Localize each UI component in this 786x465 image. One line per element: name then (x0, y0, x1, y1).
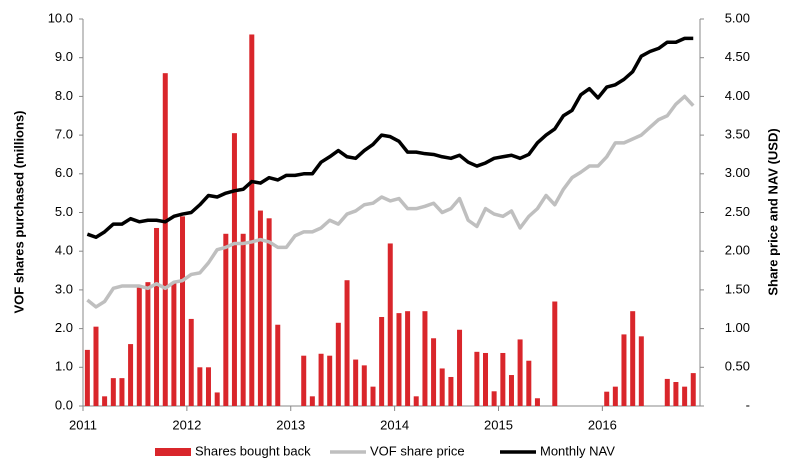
bar (491, 391, 497, 406)
bar (309, 396, 315, 406)
y2-tick-label: 4.50 (725, 49, 750, 64)
y2-tick-label: 1.00 (725, 320, 750, 335)
x-tick-label: 2015 (484, 417, 513, 432)
bar (682, 386, 688, 406)
bar (180, 216, 186, 406)
legend-label: Monthly NAV (540, 443, 615, 458)
bar (526, 360, 532, 406)
bar (231, 133, 237, 407)
bar (517, 339, 523, 406)
bar (673, 382, 679, 406)
bar (422, 311, 428, 406)
bar (197, 367, 203, 406)
bar (621, 334, 627, 406)
bar (162, 73, 168, 407)
y2-tick-label: 1.50 (725, 281, 750, 296)
bar (361, 365, 367, 406)
y-tick-label: 4.0 (55, 243, 73, 258)
bar (448, 376, 454, 406)
bar (483, 352, 489, 406)
bar (171, 282, 177, 406)
bar (396, 313, 402, 406)
bar (405, 311, 411, 406)
legend-label: VOF share price (370, 443, 465, 458)
y-tick-label: 0.0 (55, 397, 73, 412)
bar (205, 367, 211, 406)
bar (379, 316, 385, 406)
bar (664, 378, 670, 406)
y-axis-label: VOF shares purchased (millions) (11, 111, 26, 314)
y-tick-label: 10.0 (48, 10, 73, 25)
y2-tick-label: 0.50 (725, 359, 750, 374)
bar (240, 233, 246, 406)
bar (413, 396, 419, 406)
bar (136, 286, 142, 406)
bar (552, 301, 558, 406)
bar (690, 373, 696, 406)
y-tick-label: 9.0 (55, 49, 73, 64)
x-tick-label: 2016 (588, 417, 617, 432)
bar (344, 280, 350, 406)
bar (84, 349, 90, 406)
y2-tick-label: 3.00 (725, 165, 750, 180)
y2-tick-label: - (746, 397, 750, 412)
bar (500, 352, 506, 406)
x-tick-label: 2011 (69, 417, 97, 432)
bar (534, 398, 540, 406)
bar (431, 338, 437, 406)
bar (275, 324, 281, 406)
y-tick-label: 7.0 (55, 127, 73, 142)
bar (145, 282, 151, 406)
y2-tick-label: 4.00 (725, 88, 750, 103)
bar (318, 353, 324, 406)
bar (257, 210, 263, 406)
bar (387, 243, 393, 406)
bar (508, 375, 514, 406)
bar (353, 359, 359, 406)
y-tick-label: 2.0 (55, 320, 73, 335)
bar (630, 311, 636, 406)
bar (214, 392, 220, 406)
bar (102, 396, 108, 406)
bar (301, 355, 307, 406)
bar (266, 218, 272, 406)
bar (119, 378, 125, 406)
legend-swatch (155, 448, 191, 456)
y-tick-label: 3.0 (55, 281, 73, 296)
bar (93, 326, 99, 406)
y2-tick-label: 3.50 (725, 127, 750, 142)
y-tick-label: 5.0 (55, 204, 73, 219)
x-tick-label: 2012 (172, 417, 201, 432)
bar (439, 368, 445, 406)
legend-label: Shares bought back (195, 443, 311, 458)
bar (457, 329, 463, 406)
bar (474, 351, 480, 406)
line (86, 94, 695, 309)
bar (604, 391, 610, 406)
y2-tick-label: 2.50 (725, 204, 750, 219)
bar (638, 336, 644, 406)
y-tick-label: 1.0 (55, 359, 73, 374)
bar (128, 344, 134, 406)
y-tick-label: 6.0 (55, 165, 73, 180)
bar (249, 34, 255, 406)
bar (110, 378, 116, 406)
y2-tick-label: 2.00 (725, 243, 750, 258)
y2-axis-label: Share price and NAV (USD) (765, 128, 780, 295)
x-tick-label: 2013 (276, 417, 305, 432)
bar (327, 355, 333, 406)
bar (154, 227, 160, 406)
bar (335, 322, 341, 406)
line (86, 36, 694, 240)
y2-tick-label: 5.00 (725, 10, 750, 25)
y-tick-label: 8.0 (55, 88, 73, 103)
bar (188, 318, 194, 406)
bar (223, 233, 229, 406)
x-tick-label: 2014 (380, 417, 409, 432)
bar (612, 386, 618, 406)
bar (370, 386, 376, 406)
